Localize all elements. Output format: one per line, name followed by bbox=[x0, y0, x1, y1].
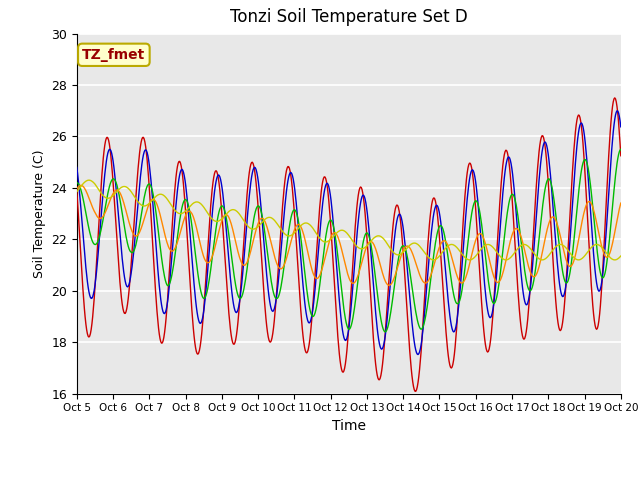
Text: TZ_fmet: TZ_fmet bbox=[82, 48, 145, 62]
Y-axis label: Soil Temperature (C): Soil Temperature (C) bbox=[33, 149, 45, 278]
X-axis label: Time: Time bbox=[332, 419, 366, 433]
Title: Tonzi Soil Temperature Set D: Tonzi Soil Temperature Set D bbox=[230, 9, 468, 26]
